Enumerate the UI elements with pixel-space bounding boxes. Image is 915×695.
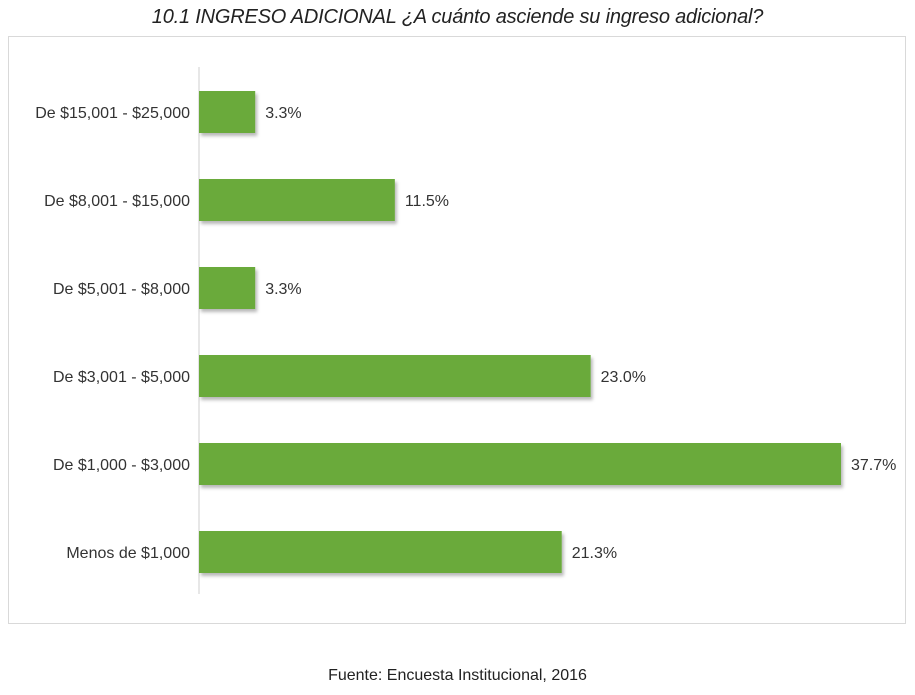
chart-frame: De $15,001 - $25,000 3.3% De $8,001 - $15,… <box>8 36 906 624</box>
bar-chart: De $15,001 - $25,000 3.3% De $8,001 - $15,… <box>35 67 896 594</box>
category-label-1: De $8,001 - $15,000 <box>44 193 190 210</box>
source-note: Fuente: Encuesta Institucional, 2016 <box>328 667 587 684</box>
value-label-1: 11.5% <box>405 193 449 210</box>
bar-3 <box>199 355 591 397</box>
category-label-5: Menos de $1,000 <box>66 545 190 562</box>
category-label-0: De $15,001 - $25,000 <box>35 105 190 122</box>
value-label-4: 37.7% <box>851 457 896 474</box>
value-label-5: 21.3% <box>572 545 617 562</box>
chart-title: 10.1 INGRESO ADICIONAL ¿A cuánto asciend… <box>151 6 764 28</box>
category-label-2: De $5,001 - $8,000 <box>53 281 190 298</box>
value-label-3: 23.0% <box>601 369 646 386</box>
category-label-4: De $1,000 - $3,000 <box>53 457 190 474</box>
value-label-2: 3.3% <box>265 281 301 298</box>
value-label-0: 3.3% <box>265 105 301 122</box>
bar-0 <box>199 91 256 133</box>
bar-1 <box>199 179 395 221</box>
bar-5 <box>199 531 562 573</box>
bar-4 <box>199 443 841 485</box>
category-label-3: De $3,001 - $5,000 <box>53 369 190 386</box>
bar-2 <box>199 267 256 309</box>
